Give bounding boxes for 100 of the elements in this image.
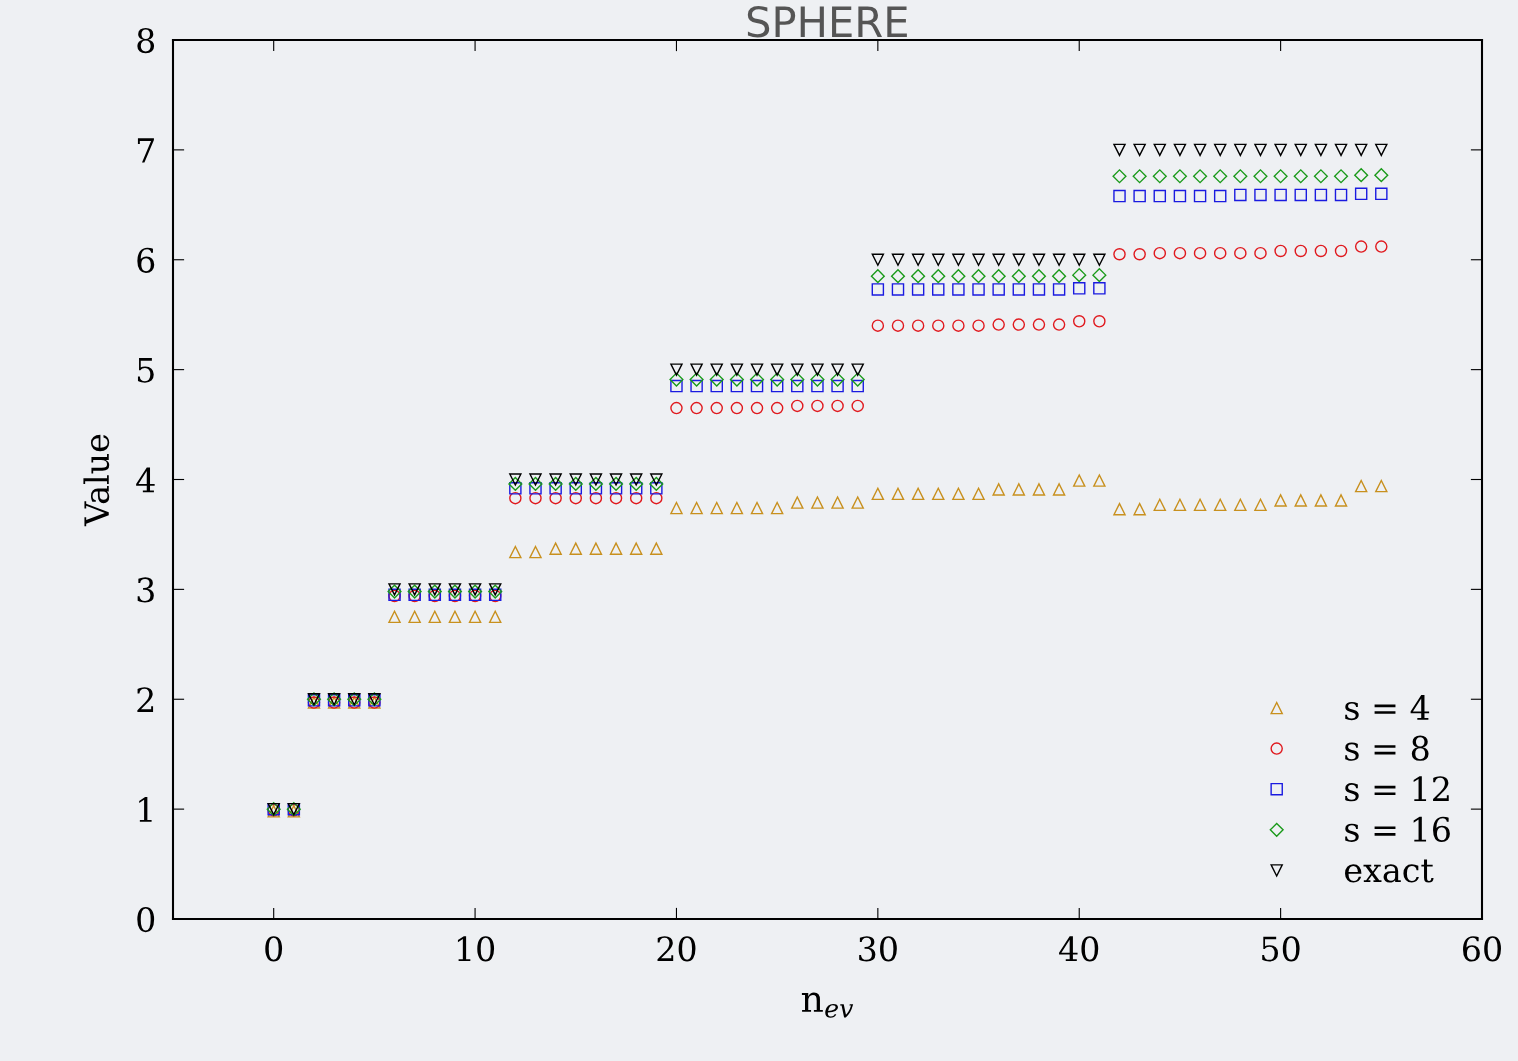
point	[1093, 474, 1106, 487]
point	[1213, 143, 1227, 157]
point	[811, 363, 824, 376]
legend-label: s = 12	[1345, 776, 1449, 802]
y-tick-label: 7	[137, 138, 154, 163]
point	[1052, 253, 1066, 267]
point	[650, 473, 663, 486]
point	[589, 482, 603, 495]
point	[509, 482, 522, 495]
point	[650, 482, 663, 495]
point	[952, 487, 965, 501]
point	[1112, 169, 1127, 184]
point	[851, 379, 864, 393]
point	[1093, 253, 1106, 267]
point	[770, 379, 784, 393]
point	[670, 363, 683, 376]
point	[1354, 479, 1368, 493]
point	[609, 542, 623, 555]
point	[891, 253, 905, 267]
point	[831, 363, 844, 376]
point	[448, 610, 462, 624]
point	[1072, 282, 1086, 295]
point	[1334, 188, 1348, 202]
point	[932, 253, 945, 267]
x-tick-label: 40	[1059, 936, 1099, 962]
point	[1052, 483, 1066, 496]
point	[1334, 244, 1348, 258]
point	[730, 401, 744, 415]
point	[488, 610, 502, 624]
point	[549, 491, 562, 505]
point	[791, 496, 804, 509]
x-axis-title: n$_{ev}$	[801, 992, 854, 1018]
point	[911, 283, 925, 296]
point	[1213, 189, 1227, 203]
point	[549, 473, 562, 486]
legend-label: s = 16	[1345, 816, 1450, 842]
point	[871, 319, 885, 332]
y-tick-label: 6	[137, 247, 155, 273]
point	[791, 379, 804, 393]
point	[1253, 169, 1268, 184]
point	[1192, 169, 1208, 184]
y-tick-label: 1	[139, 797, 152, 822]
point	[890, 269, 906, 284]
point	[588, 476, 603, 491]
point	[1354, 187, 1368, 201]
point	[1375, 240, 1388, 253]
point	[1234, 498, 1247, 512]
point	[1153, 143, 1167, 157]
point	[891, 283, 905, 296]
point	[811, 496, 824, 509]
point	[629, 491, 643, 505]
point	[851, 496, 864, 509]
point	[1093, 282, 1106, 295]
y-axis-title: Value	[83, 434, 110, 527]
point	[831, 379, 844, 393]
point	[1254, 498, 1267, 512]
point	[669, 372, 684, 387]
x-tick-label: 60	[1463, 936, 1501, 962]
point	[549, 542, 562, 555]
point	[992, 283, 1005, 296]
point	[1113, 502, 1126, 516]
point	[1254, 188, 1267, 202]
point	[932, 319, 945, 332]
point	[770, 401, 784, 415]
point	[1052, 269, 1067, 284]
point	[1152, 169, 1167, 184]
point	[629, 476, 644, 491]
point	[1012, 318, 1026, 331]
chart-title: SPHERE	[747, 6, 907, 38]
point	[1193, 189, 1207, 203]
point	[730, 501, 744, 515]
point	[891, 487, 905, 501]
point	[529, 473, 542, 486]
point	[1072, 315, 1086, 328]
point	[1172, 169, 1188, 184]
point	[911, 253, 925, 267]
point	[690, 501, 703, 515]
point	[730, 379, 744, 393]
point	[589, 491, 603, 505]
point	[791, 363, 804, 376]
point	[811, 379, 824, 393]
point	[1072, 268, 1087, 283]
y-tick-label: 0	[137, 906, 155, 933]
point	[1294, 143, 1308, 157]
point	[569, 482, 583, 495]
point	[1031, 269, 1047, 284]
point	[1093, 315, 1106, 328]
point	[1333, 169, 1349, 184]
point	[750, 379, 764, 393]
point	[851, 363, 864, 376]
point	[1153, 498, 1167, 512]
point	[1294, 244, 1308, 258]
point	[388, 610, 401, 624]
point	[468, 610, 482, 624]
point	[851, 399, 864, 413]
point	[629, 473, 643, 486]
point	[1132, 169, 1147, 184]
point	[770, 363, 784, 376]
point	[670, 401, 683, 415]
point	[690, 363, 703, 376]
